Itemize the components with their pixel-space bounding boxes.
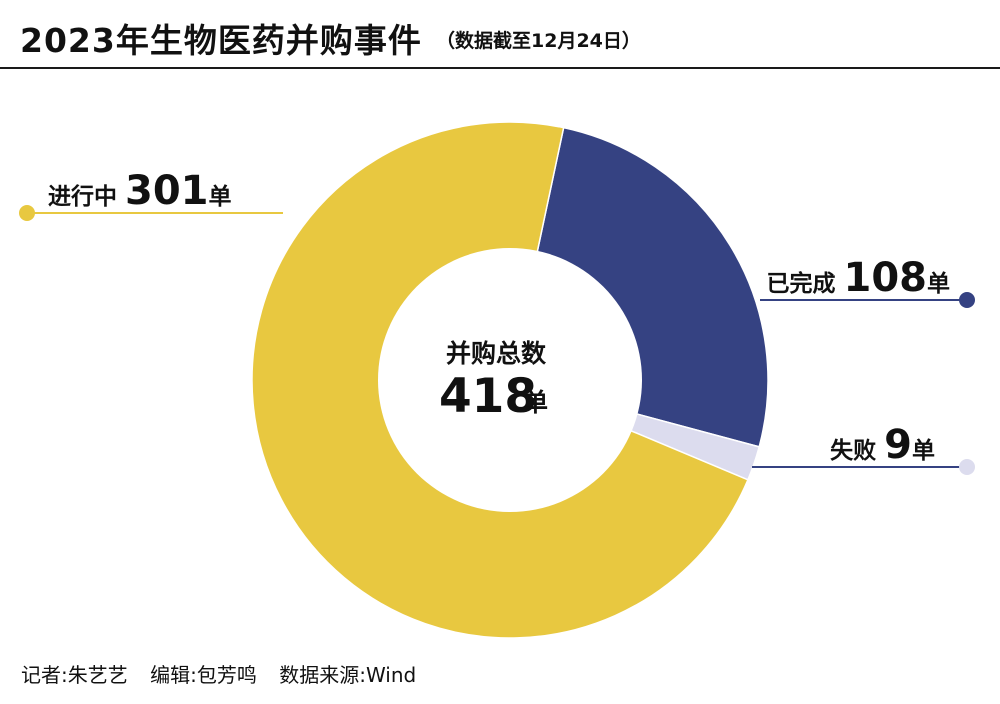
chart-subtitle: （数据截至12月24日） [436,30,641,52]
chart-title: 2023年生物医药并购事件 [20,21,422,60]
credits: 记者:朱艺艺 编辑:包芳鸣 数据来源:Wind [21,659,432,688]
legend-dot-0 [959,292,975,308]
header-divider [0,67,1000,69]
donut-hole [378,248,642,512]
source-credit: 数据来源:Wind [279,663,417,687]
center-total-value: 418 [439,369,537,424]
reporter-credit: 记者:朱艺艺 [21,663,128,687]
center-label: 并购总数 [446,339,547,368]
slice-label-0: 已完成 108单 [766,255,950,301]
header: 2023年生物医药并购事件 （数据截至12月24日） [0,0,1000,69]
slice-label-2: 进行中 301单 [48,168,232,214]
editor-credit: 编辑:包芳鸣 [150,663,257,687]
slice-label-1: 失败 9单 [830,422,935,468]
leader-lines [19,205,975,475]
legend-dot-2 [19,205,35,221]
center-total-unit: 单 [523,388,548,417]
legend-dot-1 [959,459,975,475]
